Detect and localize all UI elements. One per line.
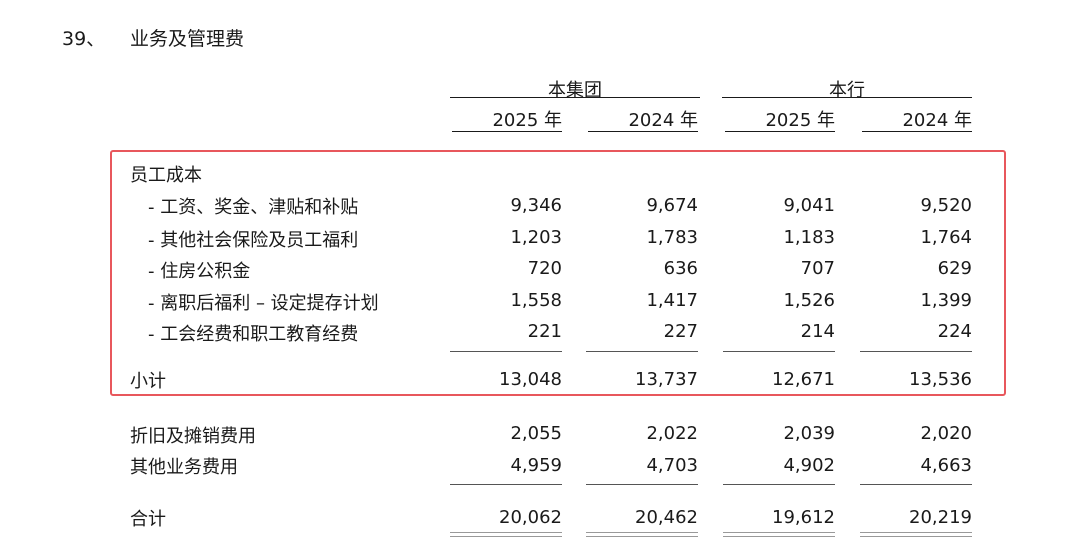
total-double-rule <box>586 532 698 537</box>
subtotal-rule <box>450 351 562 352</box>
cell-value: 2,039 <box>783 423 835 444</box>
total-rule <box>450 484 562 485</box>
section-number: 39、 <box>62 28 106 50</box>
cell-value: 4,663 <box>920 455 972 476</box>
cell-value: 1,417 <box>646 290 698 311</box>
group-header-bank-group: 本集团 <box>548 80 602 101</box>
cell-value: 9,674 <box>646 195 698 216</box>
cell-value: 2,022 <box>646 423 698 444</box>
row-label: 折旧及摊销费用 <box>130 426 256 447</box>
total-rule <box>860 484 972 485</box>
row-label: - 其他社会保险及员工福利 <box>148 230 359 251</box>
cell-value: 2,055 <box>510 423 562 444</box>
cell-value: 9,041 <box>783 195 835 216</box>
cell-value: 1,203 <box>510 227 562 248</box>
subtotal-rule <box>586 351 698 352</box>
cell-value: 1,399 <box>920 290 972 311</box>
cell-value: 707 <box>800 258 835 279</box>
total-double-rule <box>723 532 835 537</box>
total-rule <box>586 484 698 485</box>
year-underline <box>452 131 562 132</box>
cell-value: 4,703 <box>646 455 698 476</box>
cell-value: 224 <box>937 321 972 342</box>
row-label: - 住房公积金 <box>148 261 251 282</box>
cell-value: 1,558 <box>510 290 562 311</box>
subtotal-value: 13,737 <box>635 369 698 390</box>
cell-value: 629 <box>937 258 972 279</box>
year-header: 2025 年 <box>765 110 835 131</box>
group-header-bank: 本行 <box>829 80 865 101</box>
subtotal-value: 13,048 <box>499 369 562 390</box>
row-label: - 工资、奖金、津贴和补贴 <box>148 197 359 218</box>
highlight-box <box>110 150 1006 396</box>
subtotal-rule <box>723 351 835 352</box>
row-label: - 离职后福利 – 设定提存计划 <box>148 293 379 314</box>
subtotal-label: 小计 <box>130 371 166 392</box>
year-underline <box>588 131 698 132</box>
cell-value: 9,520 <box>920 195 972 216</box>
staff-cost-header: 员工成本 <box>130 165 202 186</box>
cell-value: 1,783 <box>646 227 698 248</box>
group-underline <box>450 97 700 98</box>
cell-value: 9,346 <box>510 195 562 216</box>
row-label: 其他业务费用 <box>130 457 238 478</box>
cell-value: 4,902 <box>783 455 835 476</box>
total-double-rule <box>860 532 972 537</box>
cell-value: 214 <box>800 321 835 342</box>
year-header: 2025 年 <box>492 110 562 131</box>
total-double-rule <box>450 532 562 537</box>
total-value: 20,462 <box>635 507 698 528</box>
year-underline <box>725 131 835 132</box>
total-value: 20,219 <box>909 507 972 528</box>
total-rule <box>723 484 835 485</box>
cell-value: 720 <box>527 258 562 279</box>
subtotal-value: 12,671 <box>772 369 835 390</box>
total-value: 19,612 <box>772 507 835 528</box>
cell-value: 227 <box>663 321 698 342</box>
cell-value: 1,764 <box>920 227 972 248</box>
subtotal-rule <box>860 351 972 352</box>
total-label: 合计 <box>130 509 166 530</box>
section-title: 业务及管理费 <box>130 28 245 50</box>
year-header: 2024 年 <box>628 110 698 131</box>
cell-value: 1,526 <box>783 290 835 311</box>
cell-value: 221 <box>527 321 562 342</box>
row-label: - 工会经费和职工教育经费 <box>148 324 359 345</box>
cell-value: 2,020 <box>920 423 972 444</box>
total-value: 20,062 <box>499 507 562 528</box>
year-underline <box>862 131 972 132</box>
group-underline <box>722 97 972 98</box>
year-header: 2024 年 <box>902 110 972 131</box>
cell-value: 636 <box>663 258 698 279</box>
subtotal-value: 13,536 <box>909 369 972 390</box>
cell-value: 4,959 <box>510 455 562 476</box>
cell-value: 1,183 <box>783 227 835 248</box>
